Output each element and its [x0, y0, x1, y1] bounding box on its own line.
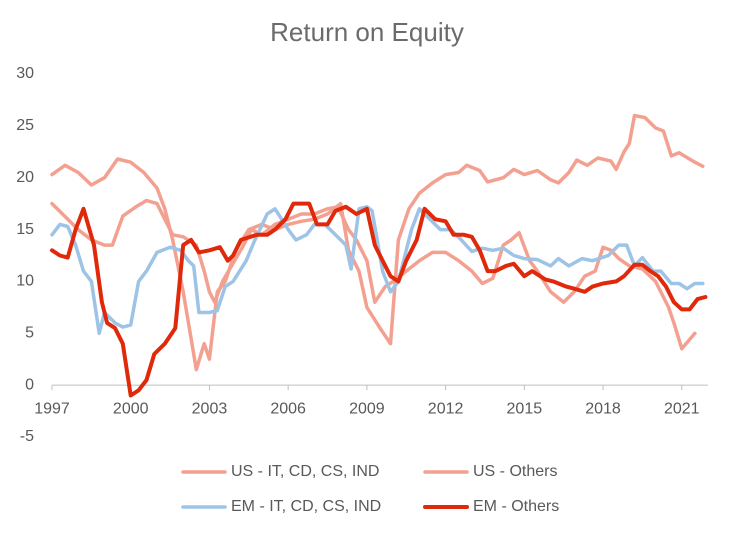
series-line	[50, 201, 708, 398]
legend-label: EM - Others	[473, 498, 559, 515]
legend-label: US - Others	[473, 463, 557, 480]
y-tick-label: 5	[25, 325, 34, 342]
x-tick-label: 2015	[507, 400, 543, 417]
chart-title: Return on Equity	[270, 17, 464, 47]
x-tick-label: 2018	[585, 400, 621, 417]
x-tick-label: 2000	[113, 400, 149, 417]
x-tick-label: 2003	[192, 400, 228, 417]
y-tick-label: -5	[20, 428, 34, 445]
series-line	[50, 113, 705, 372]
y-tick-label: 30	[16, 65, 34, 82]
x-tick-label: 2009	[349, 400, 385, 417]
x-tick-label: 2012	[428, 400, 464, 417]
x-tick-label: 1997	[34, 400, 70, 417]
series-line	[50, 198, 697, 351]
y-tick-label: 10	[16, 273, 34, 290]
legend-label: EM - IT, CD, CS, IND	[231, 498, 381, 515]
y-tick-label: 20	[16, 169, 34, 186]
x-tick-label: 2021	[664, 400, 700, 417]
y-tick-label: 15	[16, 221, 34, 238]
x-tick-label: 2006	[270, 400, 306, 417]
y-tick-label: 25	[16, 117, 34, 134]
series-line	[50, 205, 705, 336]
y-tick-label: 0	[25, 376, 34, 393]
legend-label: US - IT, CD, CS, IND	[231, 463, 379, 480]
